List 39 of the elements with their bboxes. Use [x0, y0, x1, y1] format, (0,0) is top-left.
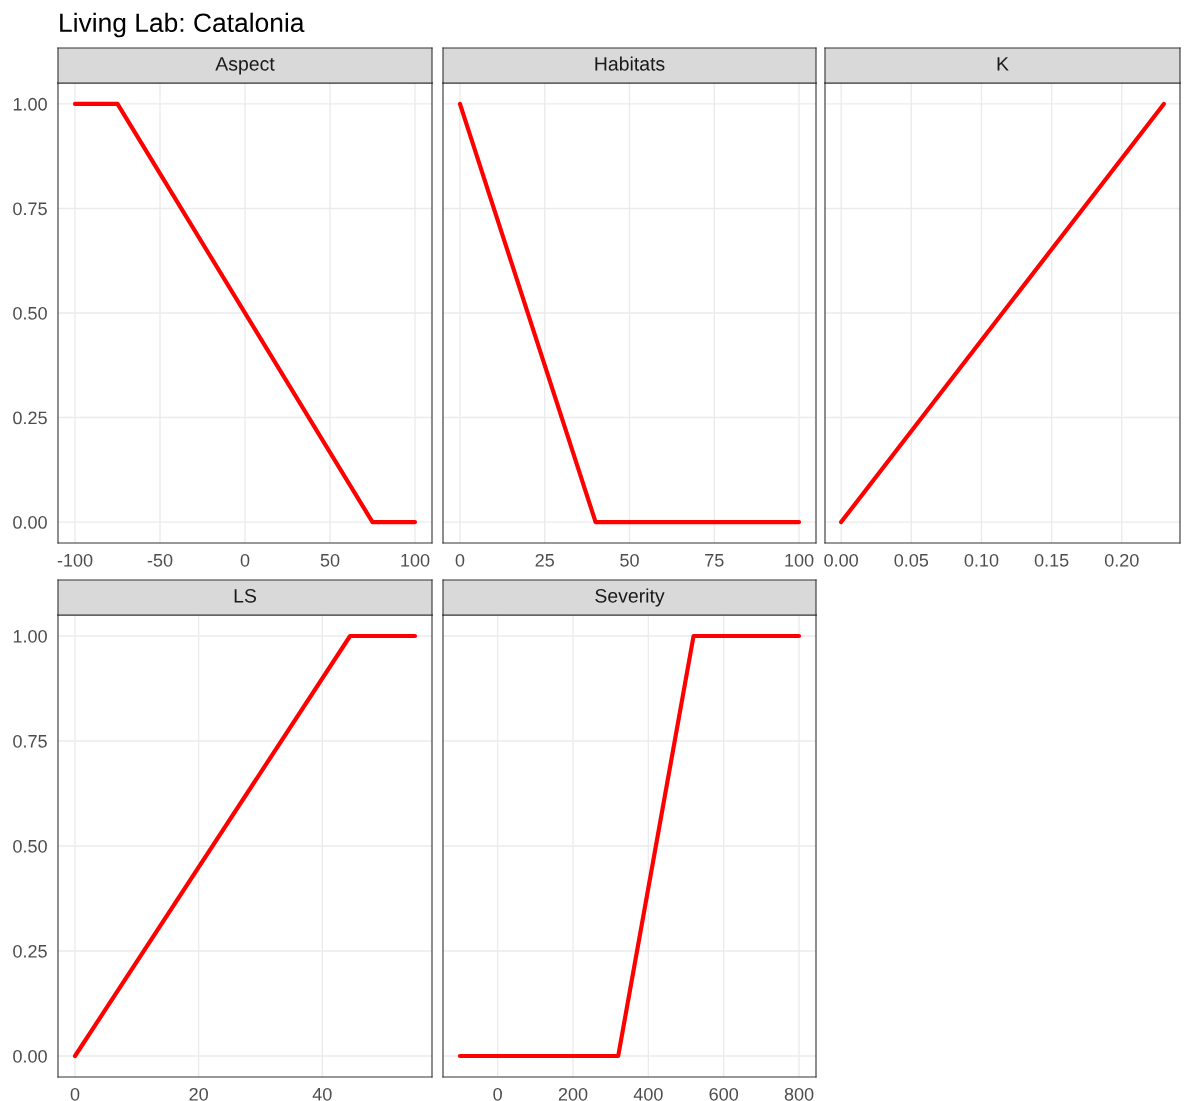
- x-tick-label: 100: [785, 553, 814, 567]
- x-tick-label: 600: [709, 1087, 739, 1101]
- x-tick-label: 800: [784, 1087, 814, 1101]
- x-tick-label: 50: [620, 553, 639, 567]
- x-tick-label: 0.15: [1034, 553, 1069, 567]
- x-tick-label: 50: [320, 553, 340, 567]
- x-tick-label: -100: [57, 553, 93, 567]
- y-tick-label: 1.00: [13, 629, 47, 643]
- y-tick-label: 0.00: [13, 1049, 47, 1063]
- x-tick-label: 25: [535, 553, 555, 567]
- x-tick-label: 100: [401, 553, 430, 567]
- text: Living Lab: Catalonia: [60, 12, 305, 38]
- y-tick-label: 0.00: [13, 516, 47, 529]
- y-tick-label: 0.25: [13, 944, 47, 958]
- x-tick-label: -50: [147, 553, 173, 567]
- y-tick-label: 0.25: [13, 411, 47, 425]
- x-tick-label: 0.20: [1104, 553, 1139, 567]
- y-tick-label: 0.75: [13, 202, 47, 216]
- chart-title: Habitats: [595, 56, 665, 71]
- chart-title: Severity: [595, 588, 665, 607]
- x-tick-label: 20: [189, 1087, 208, 1101]
- x-tick-label: 0: [455, 553, 465, 567]
- x-tick-label: 400: [633, 1087, 663, 1101]
- chart-title: K: [997, 57, 1009, 71]
- x-tick-label: 75: [705, 554, 724, 567]
- x-tick-label: 0.10: [964, 553, 999, 567]
- chart-title: LS: [234, 588, 256, 603]
- x-tick-label: 0.05: [894, 553, 929, 567]
- y-tick-label: 0.75: [13, 734, 47, 748]
- y-tick-label: 0.50: [13, 839, 47, 853]
- y-tick-label: 0.50: [13, 306, 47, 320]
- x-tick-label: 0: [240, 553, 250, 567]
- x-tick-label: 0: [70, 1087, 80, 1101]
- x-tick-label: 0: [493, 1087, 502, 1101]
- chart-title: Aspect: [215, 57, 275, 75]
- x-tick-label: 0.00: [824, 553, 858, 567]
- y-tick-label: 1.00: [13, 97, 47, 111]
- x-tick-label: 40: [312, 1087, 332, 1101]
- x-tick-label: 200: [558, 1087, 588, 1101]
